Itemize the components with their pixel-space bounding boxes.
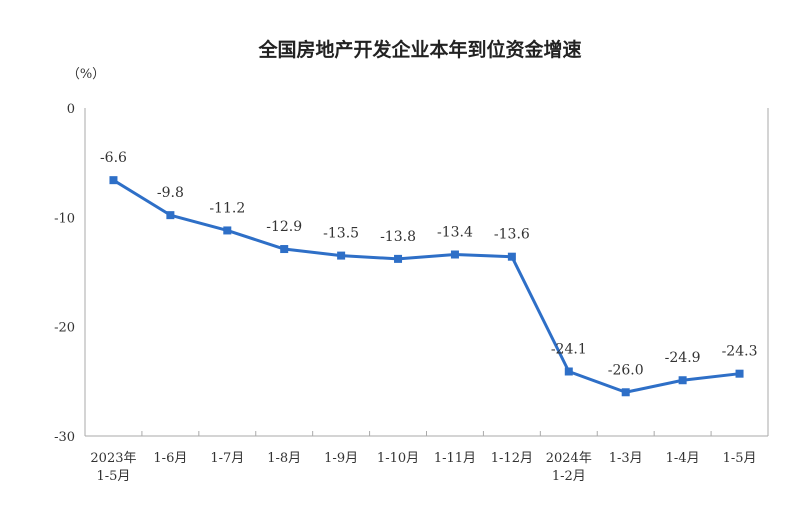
data-label: -24.3 — [722, 344, 758, 360]
data-point — [507, 252, 516, 261]
data-point — [280, 245, 289, 254]
data-label: -13.8 — [380, 229, 416, 245]
data-point — [564, 367, 573, 376]
y-tick-label: -20 — [54, 321, 75, 336]
data-point — [166, 211, 175, 220]
x-tick-label: 1-12月 — [491, 451, 533, 466]
data-point — [337, 251, 346, 260]
x-tick-label: 1-2月 — [552, 469, 586, 484]
data-label: -6.6 — [100, 150, 127, 166]
data-point — [450, 250, 459, 259]
data-label: -24.9 — [665, 350, 701, 366]
x-tick-label: 1-3月 — [609, 451, 643, 466]
x-tick-label: 1-9月 — [324, 451, 358, 466]
x-tick-label: 2024年 — [546, 451, 592, 466]
data-label: -12.9 — [266, 219, 302, 235]
data-point — [678, 376, 687, 385]
x-tick-label: 1-4月 — [666, 451, 700, 466]
data-line — [112, 178, 740, 394]
x-tick-label: 1-11月 — [434, 451, 476, 466]
data-label: -9.8 — [157, 185, 184, 201]
data-point — [621, 388, 630, 397]
x-tick-label: 1-8月 — [267, 451, 301, 466]
data-point — [109, 176, 118, 185]
data-label: -13.4 — [437, 225, 473, 241]
x-tick-label: 2023年 — [90, 451, 136, 466]
data-label: -26.0 — [608, 362, 644, 378]
data-point — [394, 254, 403, 263]
y-axis-unit: （%） — [67, 67, 105, 82]
x-tick-label: 1-5月 — [723, 451, 757, 466]
data-point — [735, 369, 744, 378]
data-label: -24.1 — [551, 341, 587, 357]
y-tick-label: -30 — [54, 430, 75, 445]
data-point — [223, 226, 232, 235]
x-tick-label: 1-7月 — [210, 451, 244, 466]
data-label: -13.6 — [494, 227, 530, 243]
chart-title: 全国房地产开发企业本年到位资金增速 — [257, 38, 581, 61]
data-label: -11.2 — [209, 200, 245, 216]
x-tick-label: 1-6月 — [153, 451, 187, 466]
y-tick-label: 0 — [67, 102, 75, 117]
x-tick-label: 1-10月 — [377, 451, 419, 466]
data-label: -13.5 — [323, 226, 359, 242]
x-tick-label: 1-5月 — [96, 469, 130, 484]
y-tick-label: -10 — [54, 211, 75, 226]
